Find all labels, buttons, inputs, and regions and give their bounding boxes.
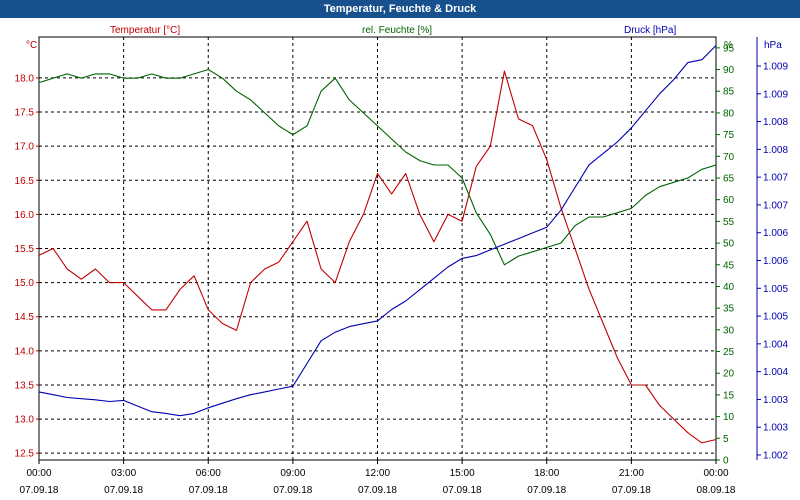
humidity-axis: 0 5 10 15 20 25 30 35 40 45 50 55 60 65 70 75 80 85 90 95 bbox=[716, 43, 735, 467]
humidity-tick-label: 85 bbox=[723, 87, 735, 98]
pressure-tick-label: 1.003 bbox=[763, 395, 788, 406]
date-tick-label: 07.09.18 bbox=[104, 485, 143, 496]
pressure-tick-label: 1.009 bbox=[763, 62, 788, 73]
pressure-tick-label: 1.003 bbox=[763, 423, 788, 434]
chart-grid bbox=[39, 37, 716, 460]
temperature-tick-label: 14.0 bbox=[15, 346, 35, 357]
humidity-tick-label: 45 bbox=[723, 260, 735, 271]
pressure-tick-label: 1.006 bbox=[763, 256, 788, 267]
legend-pressure: Druck [hPa] bbox=[624, 25, 676, 36]
chart-area: 12.5 13.0 13.5 14.0 14.5 15.0 15.5 16.0 16.5 17.0… bbox=[15, 25, 789, 496]
time-tick-label: 12:00 bbox=[365, 468, 390, 479]
pressure-tick-label: 1.002 bbox=[763, 451, 788, 462]
humidity-unit-label: % bbox=[724, 40, 733, 51]
legend-temperature: Temperatur [°C] bbox=[110, 25, 180, 36]
temperature-tick-label: 14.5 bbox=[15, 312, 35, 323]
date-tick-label: 07.09.18 bbox=[443, 485, 482, 496]
humidity-tick-label: 80 bbox=[723, 108, 735, 119]
time-axis: 00:00 07.09.18 03:00 07.09.18 06:00 07.09.18 0… bbox=[20, 460, 736, 496]
humidity-tick-label: 55 bbox=[723, 217, 735, 228]
date-tick-label: 07.09.18 bbox=[527, 485, 566, 496]
window-title: Temperatur, Feuchte & Druck bbox=[0, 0, 800, 18]
temperature-axis: 12.5 13.0 13.5 14.0 14.5 15.0 15.5 16.0 16.5 17.0… bbox=[15, 73, 39, 460]
pressure-tick-label: 1.004 bbox=[763, 339, 788, 350]
humidity-line bbox=[38, 68, 717, 266]
pressure-tick-label: 1.004 bbox=[763, 367, 788, 378]
temperature-tick-label: 16.5 bbox=[15, 176, 35, 187]
temperature-tick-label: 15.0 bbox=[15, 278, 35, 289]
humidity-tick-label: 25 bbox=[723, 347, 735, 358]
time-tick-label: 09:00 bbox=[280, 468, 305, 479]
pressure-tick-label: 1.007 bbox=[763, 200, 788, 211]
date-tick-label: 07.09.18 bbox=[612, 485, 651, 496]
humidity-tick-label: 50 bbox=[723, 239, 735, 250]
temperature-tick-label: 17.0 bbox=[15, 142, 35, 153]
pressure-tick-label: 1.006 bbox=[763, 228, 788, 239]
pressure-tick-label: 1.008 bbox=[763, 117, 788, 128]
pressure-tick-label: 1.007 bbox=[763, 173, 788, 184]
date-tick-label: 07.09.18 bbox=[20, 485, 59, 496]
humidity-tick-label: 35 bbox=[723, 304, 735, 315]
humidity-tick-label: 75 bbox=[723, 130, 735, 141]
humidity-tick-label: 95 bbox=[723, 43, 735, 54]
pressure-line bbox=[38, 45, 717, 417]
pressure-tick-label: 1.008 bbox=[763, 145, 788, 156]
humidity-tick-label: 10 bbox=[723, 412, 735, 423]
temperature-tick-label: 12.5 bbox=[15, 449, 35, 460]
legend-humidity: rel. Feuchte [%] bbox=[362, 25, 432, 36]
humidity-tick-label: 0 bbox=[723, 456, 729, 467]
temperature-tick-label: 13.0 bbox=[15, 415, 35, 426]
pressure-tick-label: 1.005 bbox=[763, 284, 788, 295]
humidity-tick-label: 90 bbox=[723, 65, 735, 76]
humidity-tick-label: 70 bbox=[723, 152, 735, 163]
temperature-tick-label: 16.0 bbox=[15, 210, 35, 221]
time-tick-label: 18:00 bbox=[534, 468, 559, 479]
humidity-tick-label: 60 bbox=[723, 195, 735, 206]
date-tick-label: 07.09.18 bbox=[273, 485, 312, 496]
humidity-tick-label: 5 bbox=[723, 434, 729, 445]
pressure-tick-label: 1.009 bbox=[763, 89, 788, 100]
time-tick-label: 03:00 bbox=[111, 468, 136, 479]
temperature-unit-label: °C bbox=[26, 40, 37, 51]
time-tick-label: 21:00 bbox=[619, 468, 644, 479]
temperature-line bbox=[38, 70, 717, 444]
temperature-tick-label: 18.0 bbox=[15, 73, 35, 84]
humidity-tick-label: 65 bbox=[723, 174, 735, 185]
temperature-tick-label: 15.5 bbox=[15, 244, 35, 255]
humidity-tick-label: 40 bbox=[723, 282, 735, 293]
series-layer bbox=[38, 45, 717, 444]
date-tick-label: 07.09.18 bbox=[358, 485, 397, 496]
date-tick-label: 07.09.18 bbox=[189, 485, 228, 496]
time-tick-label: 00:00 bbox=[26, 468, 51, 479]
pressure-axis: 1.002 1.003 1.003 1.004 1.004 1.005 1.005 1.006… bbox=[756, 37, 788, 462]
humidity-tick-label: 15 bbox=[723, 390, 735, 401]
temperature-tick-label: 17.5 bbox=[15, 108, 35, 119]
pressure-unit-label: hPa bbox=[764, 40, 782, 51]
time-tick-label: 15:00 bbox=[450, 468, 475, 479]
time-tick-label: 00:00 bbox=[703, 468, 728, 479]
pressure-tick-label: 1.005 bbox=[763, 312, 788, 323]
humidity-tick-label: 20 bbox=[723, 369, 735, 380]
humidity-tick-label: 30 bbox=[723, 325, 735, 336]
temperature-tick-label: 13.5 bbox=[15, 380, 35, 391]
time-tick-label: 06:00 bbox=[196, 468, 221, 479]
date-tick-label: 08.09.18 bbox=[697, 485, 736, 496]
